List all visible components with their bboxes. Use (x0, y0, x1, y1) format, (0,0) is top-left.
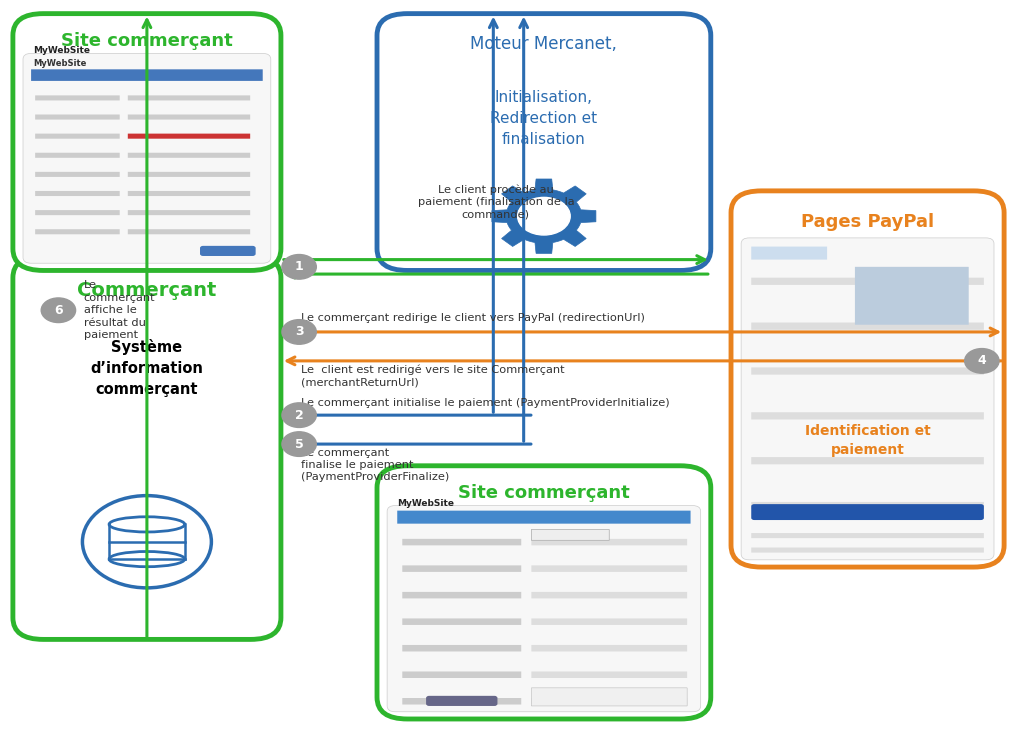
FancyBboxPatch shape (387, 506, 701, 712)
FancyBboxPatch shape (752, 322, 983, 330)
FancyBboxPatch shape (752, 502, 983, 509)
FancyBboxPatch shape (403, 698, 522, 704)
FancyBboxPatch shape (531, 539, 687, 545)
FancyBboxPatch shape (128, 95, 250, 101)
Text: 4: 4 (977, 354, 986, 367)
Text: Système
d’information
commerçant: Système d’information commerçant (91, 339, 203, 397)
Text: Site commerçant: Site commerçant (458, 484, 630, 502)
FancyBboxPatch shape (531, 671, 687, 678)
Text: Identification et
paiement: Identification et paiement (804, 424, 931, 456)
FancyBboxPatch shape (36, 153, 120, 157)
FancyBboxPatch shape (531, 618, 687, 625)
FancyBboxPatch shape (752, 547, 983, 553)
Text: 6: 6 (54, 304, 63, 316)
FancyBboxPatch shape (128, 153, 250, 157)
FancyBboxPatch shape (36, 229, 120, 234)
Circle shape (42, 298, 75, 322)
FancyBboxPatch shape (531, 698, 687, 704)
FancyBboxPatch shape (731, 191, 1004, 567)
FancyBboxPatch shape (36, 133, 120, 139)
Circle shape (518, 198, 571, 235)
FancyBboxPatch shape (23, 53, 271, 263)
FancyBboxPatch shape (36, 210, 120, 215)
Circle shape (965, 348, 999, 373)
FancyBboxPatch shape (32, 69, 262, 81)
FancyBboxPatch shape (752, 367, 983, 375)
Text: Le commerçant redirige le client vers PayPal (redirectionUrl): Le commerçant redirige le client vers Pa… (301, 313, 645, 323)
FancyBboxPatch shape (752, 412, 983, 419)
FancyBboxPatch shape (36, 191, 120, 196)
FancyBboxPatch shape (13, 256, 281, 639)
Text: Le
commerçant
affiche le
résultat du
paiement: Le commerçant affiche le résultat du pai… (83, 281, 156, 340)
FancyBboxPatch shape (128, 229, 250, 234)
Text: MyWebSite: MyWebSite (34, 47, 91, 55)
FancyBboxPatch shape (752, 504, 983, 520)
FancyBboxPatch shape (200, 246, 255, 256)
FancyBboxPatch shape (752, 457, 983, 464)
FancyBboxPatch shape (752, 278, 983, 285)
FancyBboxPatch shape (403, 539, 522, 545)
FancyBboxPatch shape (128, 114, 250, 120)
Text: 3: 3 (295, 325, 303, 338)
FancyBboxPatch shape (128, 133, 250, 139)
Polygon shape (492, 179, 596, 254)
FancyBboxPatch shape (741, 238, 994, 560)
Text: MyWebSite: MyWebSite (34, 60, 86, 69)
FancyBboxPatch shape (403, 645, 522, 652)
Text: MyWebSite: MyWebSite (398, 499, 455, 507)
Text: Commerçant: Commerçant (77, 281, 217, 300)
FancyBboxPatch shape (403, 566, 522, 572)
Text: 5: 5 (295, 437, 303, 451)
FancyBboxPatch shape (403, 671, 522, 678)
FancyBboxPatch shape (36, 95, 120, 101)
FancyBboxPatch shape (531, 592, 687, 599)
Text: Pages PayPal: Pages PayPal (801, 213, 935, 230)
Text: Le commerçant initialise le paiement (PaymentProviderInitialize): Le commerçant initialise le paiement (Pa… (301, 398, 670, 408)
FancyBboxPatch shape (531, 645, 687, 652)
Text: Le commerçant
finalise le paiement
(PaymentProviderFinalize): Le commerçant finalise le paiement (Paym… (301, 448, 450, 483)
Circle shape (282, 403, 316, 427)
FancyBboxPatch shape (13, 14, 281, 270)
FancyBboxPatch shape (128, 191, 250, 196)
FancyBboxPatch shape (752, 246, 827, 260)
Circle shape (282, 254, 316, 279)
Text: Site commerçant: Site commerçant (61, 32, 233, 50)
FancyBboxPatch shape (128, 210, 250, 215)
Circle shape (282, 319, 316, 344)
FancyBboxPatch shape (377, 14, 711, 270)
FancyBboxPatch shape (531, 688, 687, 706)
FancyBboxPatch shape (752, 533, 983, 538)
Text: Le  client est redirigé vers le site Commerçant
(merchantReturnUrl): Le client est redirigé vers le site Comm… (301, 364, 564, 387)
FancyBboxPatch shape (377, 466, 711, 719)
FancyBboxPatch shape (398, 510, 691, 523)
FancyBboxPatch shape (128, 172, 250, 177)
FancyBboxPatch shape (855, 267, 969, 324)
FancyBboxPatch shape (426, 696, 497, 706)
FancyBboxPatch shape (531, 566, 687, 572)
FancyBboxPatch shape (403, 592, 522, 599)
FancyBboxPatch shape (531, 529, 609, 540)
Text: 2: 2 (295, 409, 303, 421)
Text: Moteur Mercanet,: Moteur Mercanet, (471, 35, 617, 53)
Text: Le client procède au
paiement (finalisation de la
commande): Le client procède au paiement (finalisat… (418, 184, 575, 220)
FancyBboxPatch shape (36, 114, 120, 120)
FancyBboxPatch shape (36, 172, 120, 177)
FancyBboxPatch shape (403, 618, 522, 625)
Text: 1: 1 (295, 260, 303, 273)
Circle shape (282, 432, 316, 456)
Text: Initialisation,
Redirection et
finalisation: Initialisation, Redirection et finalisat… (490, 90, 597, 147)
